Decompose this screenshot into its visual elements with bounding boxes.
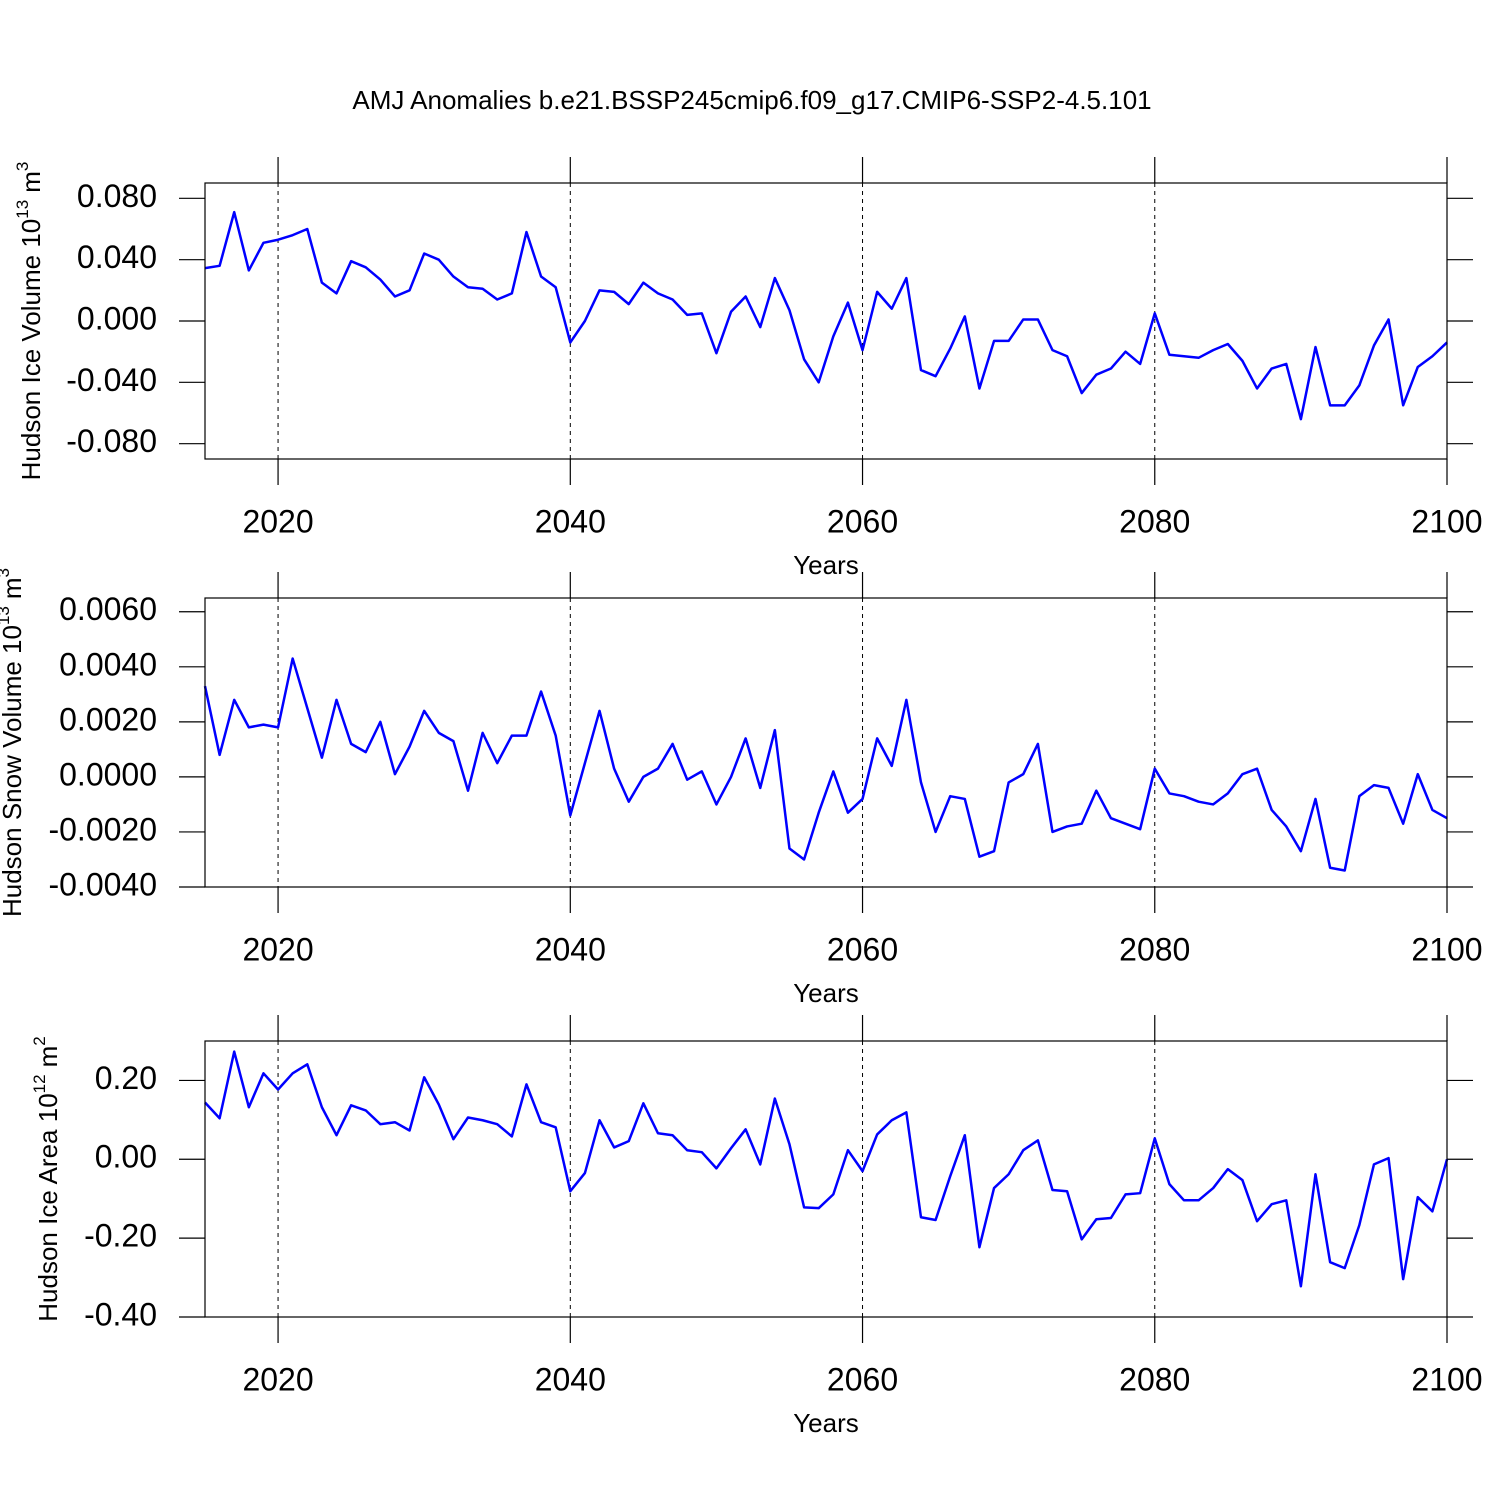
y-tick-label: 0.000 (77, 300, 157, 336)
y-tick-label: -0.080 (66, 423, 157, 459)
y-label-part: m (0, 577, 27, 599)
plot-frame (204, 597, 1448, 888)
y-tick-label: 0.00 (95, 1139, 157, 1175)
x-tick-label: 2020 (242, 1361, 313, 1397)
y-tick-label: 0.080 (77, 178, 157, 214)
y-tick-label: 0.0060 (59, 591, 157, 627)
y-axis-label: Hudson Ice Area 1012 m2 (30, 1036, 63, 1321)
x-tick-label: 2060 (827, 1361, 898, 1397)
x-axis-label: Years (793, 978, 859, 1008)
x-tick-label: 2040 (535, 1361, 606, 1397)
x-tick-label: 2060 (827, 931, 898, 967)
y-tick-label: 0.0020 (59, 701, 157, 737)
y-tick-label: -0.0020 (48, 811, 157, 847)
data-line (204, 1050, 1449, 1288)
x-tick-label: 2080 (1119, 1361, 1190, 1397)
plot-frame (204, 1040, 1448, 1318)
y-tick-label: 0.040 (77, 239, 157, 275)
y-label-part: Hudson Ice Area 10 (33, 1093, 63, 1321)
x-tick-label: 2080 (1119, 931, 1190, 967)
data-line (203, 657, 1448, 872)
y-label-exponent: 12 (30, 1074, 49, 1093)
y-tick-label: -0.20 (84, 1218, 157, 1254)
y-label-part: Hudson Ice Volume 10 (16, 219, 46, 481)
y-tick-label: 0.20 (95, 1060, 157, 1096)
x-tick-label: 2020 (242, 503, 313, 539)
y-label-exponent: 13 (13, 200, 32, 219)
x-tick-label: 2080 (1119, 503, 1190, 539)
x-tick-label: 2060 (827, 503, 898, 539)
y-label-exponent: 3 (0, 568, 13, 577)
y-tick-label: -0.0040 (48, 866, 157, 902)
figure-title: AMJ Anomalies b.e21.BSSP245cmip6.f09_g17… (352, 85, 1151, 115)
y-label-part: m (33, 1046, 63, 1068)
x-axis-label: Years (793, 1408, 859, 1438)
y-axis-label: Hudson Snow Volume 1013 m3 (0, 568, 27, 917)
y-tick-label: 0.0040 (59, 646, 157, 682)
y-label-exponent: 3 (13, 162, 32, 171)
y-label-part: Hudson Snow Volume 10 (0, 625, 27, 917)
y-label-part: m (16, 171, 46, 193)
x-tick-label: 2020 (242, 931, 313, 967)
y-axis-label: Hudson Ice Volume 1013 m3 (13, 162, 46, 481)
x-tick-label: 2040 (535, 503, 606, 539)
data-line (204, 210, 1448, 421)
x-tick-label: 2100 (1411, 1361, 1482, 1397)
y-label-exponent: 13 (0, 606, 13, 625)
x-tick-label: 2040 (535, 931, 606, 967)
y-tick-label: -0.40 (84, 1296, 157, 1332)
x-tick-label: 2100 (1411, 503, 1482, 539)
y-tick-label: -0.040 (66, 362, 157, 398)
x-tick-label: 2100 (1411, 931, 1482, 967)
y-label-exponent: 2 (30, 1036, 49, 1045)
x-axis-label: Years (793, 550, 859, 580)
plot-frame (204, 182, 1448, 460)
y-tick-label: 0.0000 (59, 756, 157, 792)
